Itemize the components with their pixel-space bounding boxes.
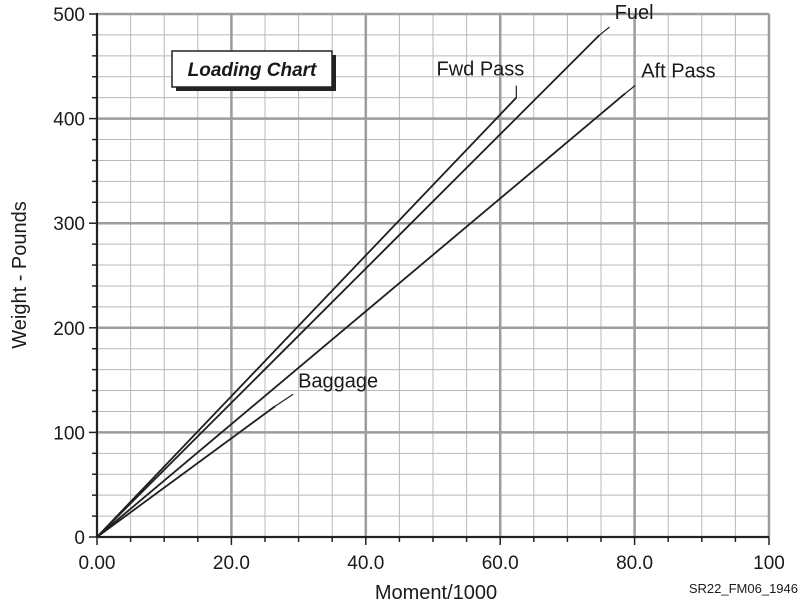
y-tick-label: 200 bbox=[53, 319, 85, 340]
labels: 0.00 20.0 40.0 60.0 80.0 100 0 100 200 300 400 500 F… bbox=[53, 2, 785, 574]
x-tick-label: 40.0 bbox=[347, 553, 384, 574]
series-line-fwd-pass bbox=[96, 97, 517, 538]
series-line-baggage bbox=[96, 405, 276, 538]
axes bbox=[89, 13, 770, 545]
series-line-aft-pass bbox=[96, 92, 626, 538]
grid bbox=[95, 12, 771, 539]
y-tick-label: 500 bbox=[53, 5, 85, 26]
x-tick-label: 20.0 bbox=[213, 553, 250, 574]
x-tick-label: 60.0 bbox=[482, 553, 519, 574]
x-tick-label: 0.00 bbox=[79, 553, 116, 574]
y-tick-label: 300 bbox=[53, 214, 85, 235]
y-axis-title: Weight - Pounds bbox=[9, 201, 31, 349]
series-label: Fwd Pass bbox=[437, 59, 525, 81]
x-tick-label: 80.0 bbox=[616, 553, 653, 574]
series-label: Aft Pass bbox=[641, 60, 715, 82]
series-leader bbox=[274, 393, 294, 407]
series-label: Fuel bbox=[615, 2, 654, 24]
x-axis-title: Moment/1000 bbox=[375, 582, 497, 604]
y-tick-label: 0 bbox=[74, 528, 85, 549]
x-tick-label: 100 bbox=[753, 553, 785, 574]
series-leader bbox=[599, 26, 611, 36]
figure-id: SR22_FM06_1946 bbox=[689, 581, 798, 596]
series-label: Baggage bbox=[298, 370, 378, 392]
series-lines bbox=[96, 26, 636, 538]
chart-title-box: Loading Chart bbox=[171, 50, 336, 91]
series-line-fuel bbox=[96, 34, 601, 538]
y-tick-label: 400 bbox=[53, 110, 85, 131]
series-leader bbox=[624, 85, 636, 94]
y-tick-label: 100 bbox=[53, 423, 85, 444]
chart-title: Loading Chart bbox=[188, 60, 317, 81]
